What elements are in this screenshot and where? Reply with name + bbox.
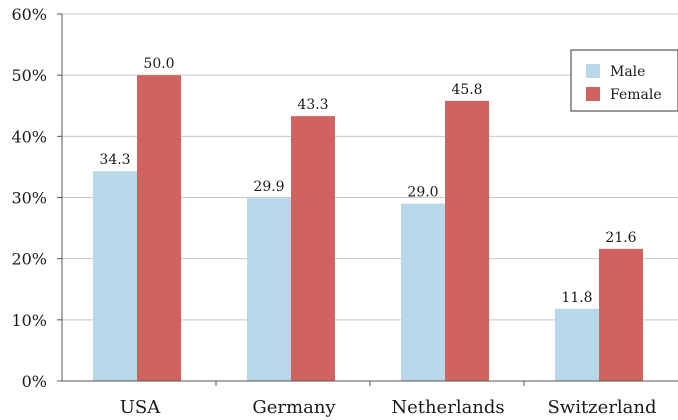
y-tick-label: 50% (11, 66, 47, 85)
y-tick-label: 30% (11, 189, 47, 208)
legend-label-male: Male (610, 64, 645, 80)
x-category-label: USA (120, 397, 162, 418)
data-label: 29.9 (253, 179, 284, 195)
bar-male-usa (93, 171, 137, 381)
bars (93, 75, 643, 382)
bar-female-usa (137, 75, 181, 382)
legend-swatch-male (586, 64, 600, 78)
legend: Male Female (570, 49, 678, 112)
bar-male-switzerland (555, 308, 599, 381)
bar-male-netherlands (401, 203, 445, 381)
data-label: 50.0 (143, 56, 174, 72)
bar-male-germany (247, 198, 291, 381)
data-label: 11.8 (561, 290, 592, 306)
data-label: 29.0 (407, 185, 438, 201)
y-tick-label: 10% (11, 311, 47, 330)
bar-female-switzerland (599, 248, 643, 381)
bar-female-netherlands (445, 100, 489, 382)
x-category-label: Switzerland (547, 397, 656, 418)
y-tick-label: 60% (11, 5, 47, 24)
y-tick-label: 40% (11, 127, 47, 146)
axes (57, 13, 678, 386)
data-label: 45.8 (451, 82, 482, 98)
bar-female-germany (291, 116, 335, 382)
legend-swatch-female (586, 87, 600, 101)
data-label: 34.3 (99, 152, 130, 168)
x-category-label: Netherlands (391, 397, 504, 418)
data-label: 43.3 (297, 97, 328, 113)
labels: 0% 10% 20% 30% 40% 50% 60% 34.3 50.0 USA 29.9 43.3 G… (11, 5, 656, 418)
y-tick-label: 20% (11, 250, 47, 269)
data-label: 21.6 (605, 230, 636, 246)
x-category-label: Germany (252, 397, 336, 418)
legend-label-female: Female (610, 87, 662, 103)
y-tick-label: 0% (22, 372, 47, 391)
